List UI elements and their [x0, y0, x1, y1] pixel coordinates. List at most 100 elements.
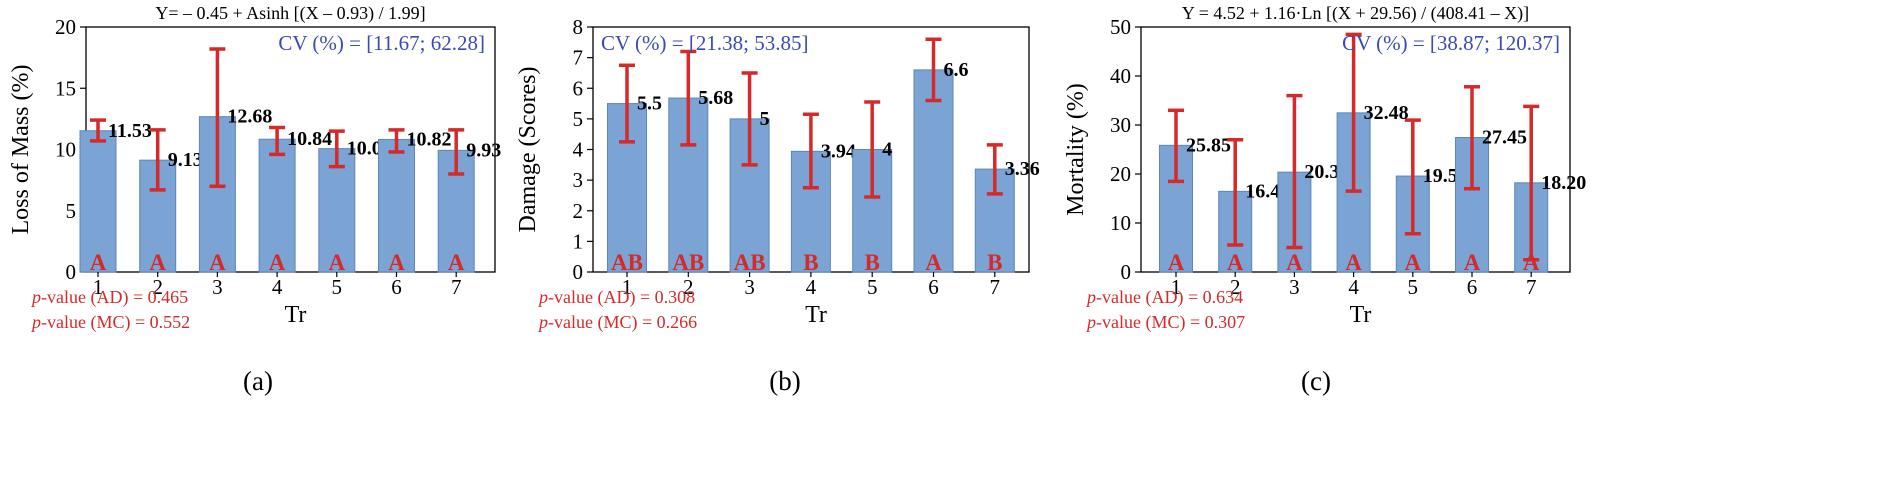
x-tick-label: 5 [1408, 275, 1419, 299]
bar-value-label: 5 [760, 108, 770, 130]
y-tick-label: 2 [573, 199, 584, 223]
y-tick-label: 6 [573, 76, 584, 100]
panel-label: (c) [1301, 366, 1331, 396]
cv-annotation: CV (%) = [11.67; 62.28] [278, 31, 485, 55]
p-value-ad: p-value (AD) = 0.634 [1085, 287, 1243, 308]
x-tick-label: 3 [1289, 275, 1300, 299]
significance-letter: B [865, 250, 880, 275]
significance-letter: A [1345, 250, 1362, 275]
p-symbol: p [537, 312, 548, 332]
p-value-mc-text: -value (MC) = 0.307 [1096, 312, 1245, 333]
bar-value-label: 18.20 [1541, 172, 1586, 194]
bar-value-label: 12.68 [227, 106, 272, 128]
y-tick-label: 8 [573, 15, 584, 39]
y-tick-label: 0 [1121, 260, 1132, 284]
y-tick-label: 10 [1110, 211, 1131, 235]
significance-letter: A [448, 250, 465, 275]
bar-value-label: 3.94 [821, 140, 856, 162]
x-axis-label: Tr [805, 302, 827, 328]
y-tick-label: 1 [573, 229, 584, 253]
panel-label: (b) [769, 366, 800, 396]
y-tick-label: 50 [1110, 15, 1131, 39]
y-tick-label: 30 [1110, 113, 1131, 137]
y-axis-label: Loss of Mass (%) [8, 65, 34, 235]
significance-letter: A [1168, 250, 1185, 275]
significance-letter: B [987, 250, 1002, 275]
y-axis-label: Damage (Scores) [515, 67, 541, 233]
bar-value-label: 9.13 [168, 149, 203, 171]
y-tick-label: 0 [573, 260, 584, 284]
bar-value-label: 27.45 [1482, 126, 1527, 148]
y-tick-label: 20 [1110, 162, 1131, 186]
bar-value-label: 32.48 [1364, 102, 1409, 124]
significance-letter: A [925, 250, 942, 275]
bar-value-label: 25.85 [1186, 134, 1231, 156]
x-tick-label: 2 [683, 275, 694, 299]
x-tick-label: 2 [1230, 275, 1241, 299]
x-tick-label: 1 [93, 275, 104, 299]
x-tick-label: 1 [1171, 275, 1182, 299]
bar [378, 138, 415, 273]
x-tick-label: 2 [152, 275, 163, 299]
p-value-mc-text: -value (MC) = 0.266 [548, 312, 697, 333]
y-tick-label: 4 [573, 138, 584, 162]
bar-value-label: 10.82 [407, 128, 452, 150]
bar-value-label: 3.36 [1005, 158, 1040, 180]
significance-letter: A [1227, 250, 1244, 275]
x-tick-label: 4 [1348, 275, 1359, 299]
bar [318, 148, 356, 273]
significance-letter: A [209, 250, 226, 275]
significance-letter: A [269, 250, 286, 275]
significance-letter: A [1404, 250, 1421, 275]
x-axis-label: Tr [1350, 302, 1372, 328]
p-value-ad: p-value (AD) = 0.308 [537, 287, 695, 308]
x-tick-label: 6 [928, 275, 939, 299]
p-value-mc: p-value (MC) = 0.266 [537, 312, 697, 333]
y-tick-label: 3 [573, 168, 584, 192]
p-value-mc: p-value (MC) = 0.552 [30, 312, 190, 333]
x-tick-label: 3 [212, 275, 223, 299]
bar-value-label: 5.68 [698, 87, 733, 109]
x-tick-label: 7 [990, 275, 1001, 299]
p-symbol: p [1085, 312, 1096, 332]
y-tick-label: 5 [66, 199, 77, 223]
significance-letter: AB [672, 250, 704, 275]
y-tick-label: 40 [1110, 64, 1131, 88]
chart-title: Y= – 0.45 + Asinh [(X – 0.93) / 1.99] [155, 3, 425, 24]
x-tick-label: 7 [451, 275, 462, 299]
bar-value-label: 6.6 [944, 59, 969, 81]
y-tick-label: 0 [66, 260, 77, 284]
bar-value-label: 5.5 [637, 93, 662, 115]
y-tick-label: 5 [573, 107, 584, 131]
bar-value-label: 9.93 [466, 139, 501, 161]
significance-letter: AB [734, 250, 766, 275]
x-tick-label: 5 [867, 275, 878, 299]
x-tick-label: 5 [332, 275, 343, 299]
p-value-mc-text: -value (MC) = 0.552 [41, 312, 190, 333]
cv-annotation: CV (%) = [21.38; 53.85] [601, 31, 808, 55]
x-tick-label: 6 [391, 275, 402, 299]
y-axis-label: Mortality (%) [1063, 83, 1089, 216]
p-value-ad: p-value (AD) = 0.465 [30, 287, 188, 308]
significance-letter: A [1464, 250, 1481, 275]
significance-letter: A [328, 250, 345, 275]
x-tick-label: 4 [806, 275, 817, 299]
bar-value-label: 10.84 [287, 128, 332, 150]
x-tick-label: 7 [1526, 275, 1537, 299]
p-value-ad-text: -value (AD) = 0.634 [1096, 287, 1243, 308]
chart-title: Y = 4.52 + 1.16·Ln [(X + 29.56) / (408.4… [1182, 3, 1529, 24]
significance-letter: A [1286, 250, 1303, 275]
p-symbol: p [30, 287, 41, 307]
x-tick-label: 4 [272, 275, 283, 299]
y-tick-label: 15 [55, 76, 76, 100]
bar-value-label: 4 [882, 139, 892, 161]
y-tick-label: 20 [55, 15, 76, 39]
p-value-ad-text: -value (AD) = 0.308 [548, 287, 695, 308]
significance-letter: A [388, 250, 405, 275]
x-tick-label: 1 [622, 275, 633, 299]
p-symbol: p [537, 287, 548, 307]
